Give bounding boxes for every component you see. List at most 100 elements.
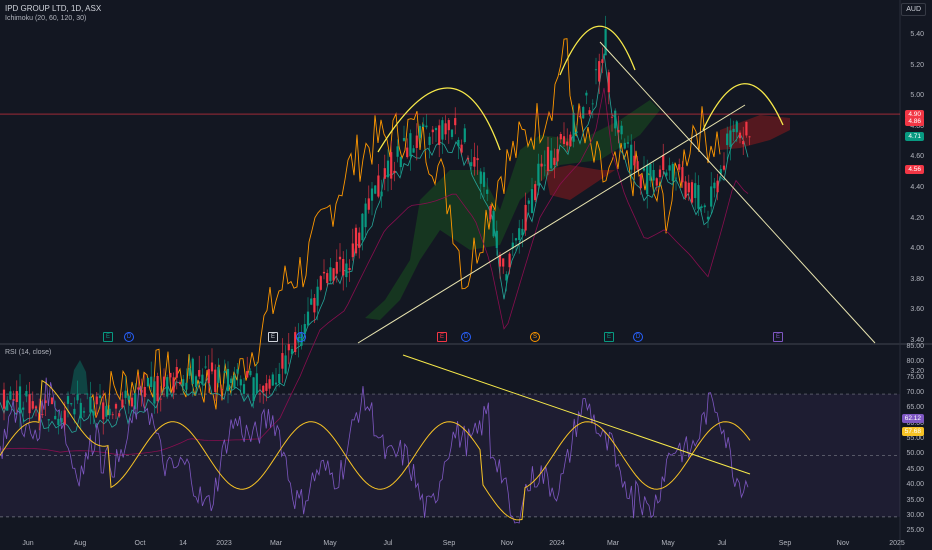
earnings-icon[interactable]: E (604, 332, 614, 342)
candle-body (719, 169, 722, 174)
price-tick: 3.40 (910, 337, 924, 344)
rsi-overbought-fill (70, 360, 88, 394)
candle-body (399, 156, 402, 168)
candle-body (623, 142, 626, 149)
candle-body (258, 393, 262, 395)
rsi-tick: 55.00 (906, 435, 924, 443)
dividend-icon[interactable]: D (124, 332, 134, 342)
candle-body (92, 411, 95, 416)
candle-body (748, 136, 751, 138)
candle-body (633, 155, 636, 166)
currency-button[interactable]: AUD (901, 3, 926, 16)
candle-body (710, 186, 713, 207)
candle-body (441, 120, 444, 140)
candle-body (457, 139, 460, 147)
rsi-tick: 65.00 (906, 404, 924, 412)
candle-body (354, 227, 358, 254)
candle-body (166, 377, 169, 397)
candle-body (377, 175, 380, 197)
candle-body (476, 158, 479, 161)
candle-body (508, 253, 511, 268)
candle-body (687, 182, 690, 193)
earnings-icon[interactable]: E (268, 332, 278, 342)
candle-body (127, 395, 130, 400)
candle-body (642, 168, 646, 171)
candle-body (671, 163, 674, 182)
candle-body (255, 373, 258, 394)
price-tick: 4.00 (910, 245, 924, 253)
candle-body (188, 367, 191, 376)
candle-body (303, 324, 306, 335)
earnings-icon[interactable]: E (773, 332, 783, 342)
candle-body (540, 163, 543, 167)
candle-body (726, 133, 729, 146)
earnings-icon[interactable]: E (437, 332, 447, 342)
rsi-indicator-label[interactable]: RSI (14, close) (5, 349, 52, 356)
price-tick: 4.80 (910, 122, 924, 130)
head-arc (559, 25, 636, 76)
candle-body (6, 400, 9, 411)
price-tick: 3.60 (910, 306, 924, 314)
rsi-tick: 40.00 (906, 481, 924, 489)
rsi-tick: 85.00 (906, 343, 924, 350)
candle-body (738, 132, 742, 139)
candle-body (98, 395, 102, 399)
candle-body (111, 414, 114, 416)
candle-body (703, 205, 706, 208)
candle-body (134, 393, 137, 409)
candle-body (214, 369, 217, 392)
dividend-icon[interactable]: D (633, 332, 643, 342)
candle-body (9, 391, 12, 400)
time-tick: Mar (606, 540, 620, 547)
candle-body (70, 403, 73, 405)
split-icon[interactable]: S (530, 332, 540, 342)
candle-body (434, 128, 438, 131)
candle-body (294, 332, 297, 352)
candle-body (409, 133, 412, 157)
dividend-icon[interactable]: D (296, 332, 306, 342)
candle-body (492, 211, 495, 237)
rsi-tick: 70.00 (906, 389, 924, 397)
price-tick: 4.60 (910, 153, 924, 161)
candle-body (454, 118, 457, 126)
time-tick: Oct (134, 540, 146, 547)
candle-body (306, 311, 310, 326)
ichimoku-indicator-label[interactable]: Ichimoku (20, 60, 120, 30) (5, 15, 87, 22)
candle-body (278, 373, 281, 384)
price-tag: 4.56 (905, 164, 924, 174)
price-tick: 5.00 (910, 92, 924, 100)
candle-body (95, 396, 98, 405)
candle-body (204, 366, 207, 368)
dividend-icon[interactable]: D (461, 332, 471, 342)
candle-body (652, 169, 655, 181)
candle-body (745, 121, 748, 136)
candle-body (108, 408, 111, 416)
candle-body (466, 158, 470, 160)
candle-body (316, 286, 319, 306)
rsi-tick: 50.00 (906, 450, 924, 458)
candle-body (578, 115, 582, 117)
candle-body (636, 161, 639, 170)
candle-body (207, 369, 210, 384)
candle-body (415, 135, 418, 148)
candle-body (479, 171, 482, 184)
candle-body (566, 141, 569, 146)
price-tick: 4.40 (910, 184, 924, 191)
candle-body (524, 204, 527, 231)
candle-body (351, 243, 354, 258)
candle-body (348, 267, 351, 271)
candle-body (694, 183, 697, 199)
candle-body (447, 120, 450, 131)
candle-body (86, 393, 89, 395)
candle-body (665, 172, 668, 176)
candle-body (601, 59, 604, 63)
candle-body (137, 387, 140, 390)
symbol-title[interactable]: IPD GROUP LTD, 1D, ASX (5, 4, 102, 13)
earnings-icon[interactable]: E (103, 332, 113, 342)
candle-body (338, 256, 342, 260)
candle-body (44, 400, 47, 404)
candle-body (646, 164, 649, 195)
candle-body (390, 152, 393, 179)
candle-body (239, 379, 242, 386)
